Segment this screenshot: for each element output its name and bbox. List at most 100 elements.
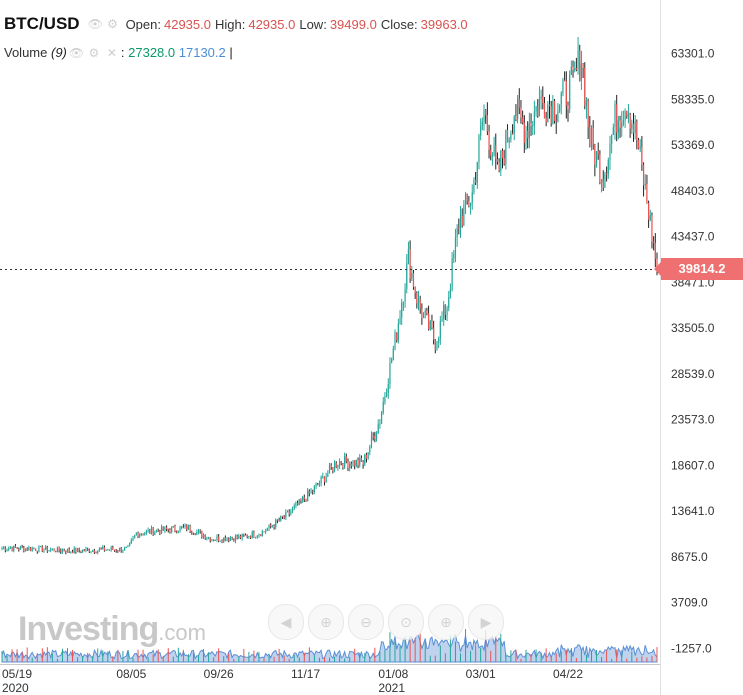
close-icon[interactable]: ✕ (106, 45, 117, 60)
volume-bar (611, 658, 613, 662)
right-arrow-icon[interactable]: ▶ (468, 604, 504, 640)
candle-body (56, 547, 59, 552)
volume-bar (369, 656, 371, 662)
candle-body (171, 527, 173, 533)
volume-bar (409, 640, 411, 662)
candle-body (426, 310, 428, 314)
volume-bar (67, 648, 68, 662)
candle-body (370, 436, 373, 447)
volume-bar (97, 648, 99, 662)
zoom-in-icon[interactable]: ⊕ (308, 604, 344, 640)
zoom-out-icon[interactable]: ⊖ (348, 604, 384, 640)
candle-body (565, 80, 567, 106)
candle-body (61, 550, 64, 552)
candle-body (501, 150, 504, 159)
candle-body (118, 547, 121, 551)
candle-body (322, 476, 324, 478)
candle-body (473, 180, 475, 193)
candle-body (555, 120, 557, 122)
candle-body (654, 242, 656, 259)
volume-bar (31, 657, 33, 662)
candle-body (41, 546, 43, 552)
volume-bar (545, 648, 547, 662)
candle-body (229, 538, 232, 541)
candle-body (150, 528, 153, 534)
candle-body (527, 130, 529, 139)
eye-icon[interactable]: 👁 (68, 45, 85, 60)
candle-body (206, 538, 208, 540)
volume-bar (374, 647, 376, 662)
candle-body (194, 533, 196, 535)
candle-body (579, 50, 581, 81)
candle-body (486, 115, 488, 132)
candle-body (424, 310, 426, 313)
volume-bar (172, 656, 174, 662)
candle-body (13, 545, 15, 551)
candle-body (626, 110, 628, 117)
candle-body (253, 531, 255, 538)
zoom-reset-icon[interactable]: ⊙ (388, 604, 424, 640)
candle-body (4, 547, 6, 551)
candle-body (409, 249, 411, 279)
volume-bar (364, 652, 366, 662)
candle-body (406, 263, 408, 289)
candle-body (226, 538, 228, 542)
volume-bar (56, 658, 58, 662)
candle-body (100, 548, 102, 550)
volume-bar (177, 647, 179, 662)
candle-body (558, 104, 561, 112)
candle-body (547, 104, 549, 123)
candle-body (189, 525, 191, 532)
volume-bar (142, 649, 144, 662)
candle-body (459, 215, 462, 229)
gear-icon[interactable]: ⚙ (107, 17, 118, 31)
volume-bar (636, 657, 638, 662)
candle-body (355, 459, 357, 466)
zoom-more-icon[interactable]: ⊕ (428, 604, 464, 640)
candle-body (63, 550, 65, 552)
candle-body (117, 550, 119, 552)
x-tick-label: 08/05 (116, 667, 146, 681)
volume-bar (36, 653, 38, 662)
candle-body (520, 107, 522, 118)
gear-icon[interactable]: ⚙ (88, 45, 100, 60)
candle-body (338, 461, 341, 465)
volume-bar (520, 658, 522, 662)
candle-body (8, 548, 10, 550)
volume-bar (41, 648, 43, 662)
candle-body (429, 320, 431, 330)
volume-bar (354, 648, 356, 662)
candle-body (308, 490, 310, 494)
volume-bar (495, 636, 497, 662)
candle-body (364, 454, 366, 465)
candle-body (303, 497, 305, 500)
candle-body (564, 79, 566, 81)
candle-body (16, 547, 18, 549)
volume-bar (92, 655, 94, 662)
volume-bar (505, 653, 507, 662)
eye-icon[interactable]: 👁 (87, 17, 103, 31)
candle-body (365, 454, 368, 459)
left-arrow-icon[interactable]: ◀ (268, 604, 304, 640)
candle-body (192, 533, 195, 535)
low-label: Low: (299, 16, 327, 32)
open-value: 42935.0 (163, 16, 211, 32)
candle-body (191, 531, 193, 534)
candle-body (95, 552, 97, 554)
candle-body (135, 532, 137, 536)
candle-body (258, 534, 260, 536)
candle-body (285, 511, 287, 518)
candle-body (464, 193, 467, 206)
symbol-title: BTC/USD (4, 14, 80, 33)
candle-body (354, 460, 356, 466)
candle-body (149, 530, 151, 534)
volume-bar (591, 651, 592, 662)
volume-bar (258, 651, 260, 662)
candle-body (538, 98, 541, 116)
candle-body (584, 67, 586, 106)
candle-body (112, 547, 114, 550)
candle-body (147, 530, 149, 532)
volume-bar (475, 645, 477, 662)
volume-bar (414, 638, 416, 662)
